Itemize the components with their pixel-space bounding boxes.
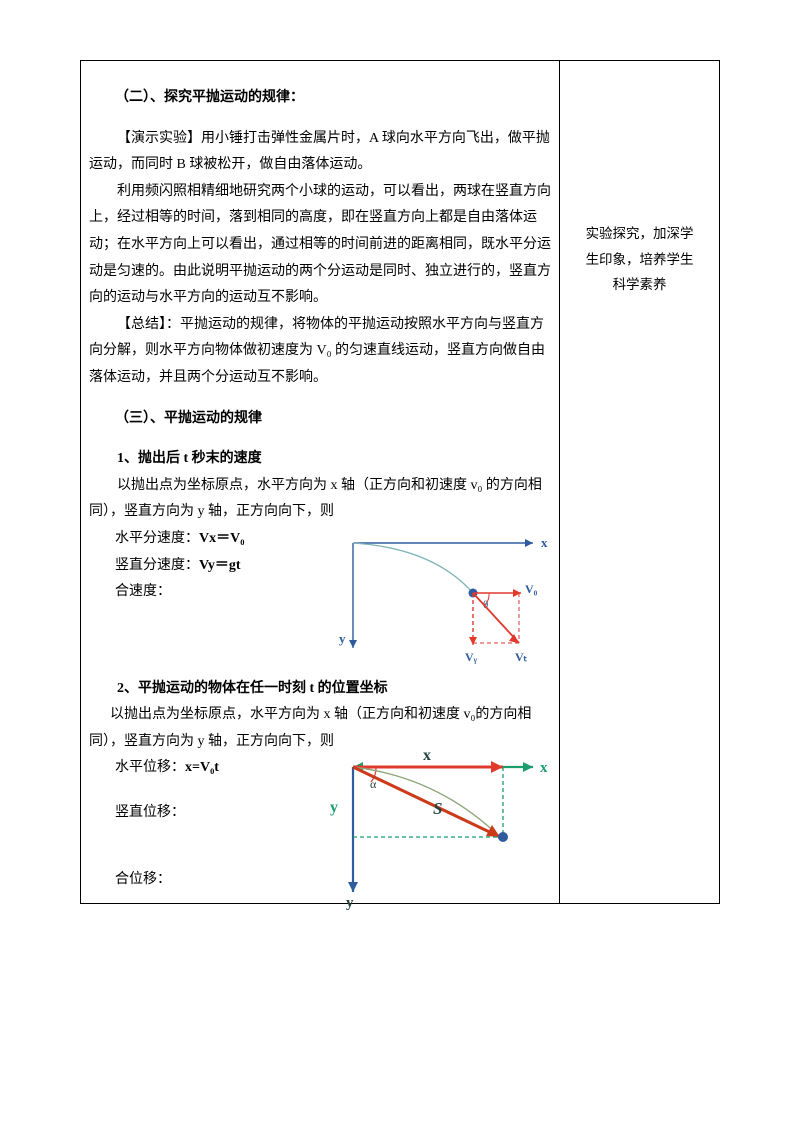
- vsum-label: 合速度：: [115, 584, 171, 599]
- s-label: 合位移：: [115, 872, 171, 887]
- d2-s-label: S: [433, 799, 442, 818]
- side-line-2: 生印象，培养学生: [566, 247, 713, 273]
- section-3-title: （三）、平抛运动的规律: [87, 406, 553, 433]
- side-note: 实验探究，加深学 生印象，培养学生 科学素养: [566, 71, 713, 298]
- side-line-1: 实验探究，加深学: [566, 221, 713, 247]
- study-paragraph: 利用频闪照相精细地研究两个小球的运动，可以看出，两球在竖直方向上，经过相等的时间…: [87, 179, 553, 312]
- side-note-cell: 实验探究，加深学 生印象，培养学生 科学素养: [560, 61, 720, 904]
- x-label: 水平位移：: [115, 760, 185, 775]
- d2-xvec-label: x: [423, 747, 431, 764]
- d1-v0-label: V₀: [525, 582, 538, 596]
- summary-label: 【总结】：: [117, 317, 180, 332]
- section-2-title: （二）、探究平抛运动的规律：: [87, 85, 553, 112]
- side-line-3: 科学素养: [566, 272, 713, 298]
- demo-label: 【演示实验】: [117, 131, 201, 146]
- vy-label: 竖直分速度：: [115, 558, 199, 573]
- velocity-diagram: x y V₀ θ: [333, 523, 563, 683]
- vx-label: 水平分速度：: [115, 531, 199, 546]
- d1-vy-label: Vᵧ: [465, 650, 478, 664]
- d1-y-label: y: [339, 631, 346, 646]
- vx-formula: Vx＝V₀: [199, 531, 244, 546]
- page: （二）、探究平抛运动的规律： 【演示实验】用小锤打击弹性金属片时，A 球向水平方…: [0, 0, 800, 1132]
- position-diagram: x y x α: [308, 742, 558, 912]
- content-table: （二）、探究平抛运动的规律： 【演示实验】用小锤打击弹性金属片时，A 球向水平方…: [80, 60, 720, 904]
- sub1-title: 1、抛出后 t 秒末的速度: [87, 446, 553, 473]
- sub1-intro: 以抛出点为坐标原点，水平方向为 x 轴（正方向和初速度 v₀ 的方向相同），竖直…: [87, 473, 553, 526]
- d2-yaxis-label: y: [346, 895, 354, 911]
- d1-vt-label: Vₜ: [515, 650, 528, 664]
- main-content-cell: （二）、探究平抛运动的规律： 【演示实验】用小锤打击弹性金属片时，A 球向水平方…: [81, 61, 560, 904]
- d2-xaxis-label: x: [540, 760, 548, 776]
- y-label: 竖直位移：: [115, 805, 185, 820]
- d1-x-label: x: [541, 535, 548, 550]
- x-formula: x=V₀t: [185, 760, 219, 775]
- vy-formula: Vy＝gt: [199, 558, 241, 573]
- summary-paragraph: 【总结】：平抛运动的规律，将物体的平抛运动按照水平方向与竖直方向分解，则水平方向…: [87, 312, 553, 392]
- demo-paragraph: 【演示实验】用小锤打击弹性金属片时，A 球向水平方向飞出，做平抛运动，而同时 B…: [87, 126, 553, 179]
- d2-yvec-label: y: [330, 799, 338, 816]
